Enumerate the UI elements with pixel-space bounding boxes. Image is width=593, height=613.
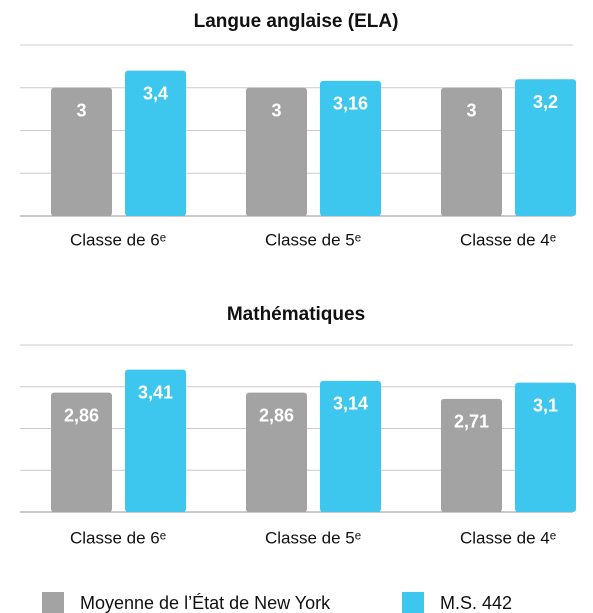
- data-label: 3,1: [533, 395, 558, 415]
- bar: [51, 392, 112, 512]
- data-label: 2,86: [64, 405, 99, 425]
- legend-label: M.S. 442: [440, 593, 512, 613]
- data-label: 3: [76, 101, 86, 121]
- bar: [246, 87, 307, 216]
- bar: [51, 87, 112, 216]
- x-tick-label: Classe de 4ᵉ: [460, 230, 556, 249]
- data-label: 2,71: [454, 412, 489, 432]
- data-label: 3: [466, 101, 476, 121]
- bar: [320, 80, 381, 216]
- chart-title: Mathématiques: [227, 304, 365, 325]
- data-label: 3,14: [333, 394, 368, 414]
- x-tick-label: Classe de 6ᵉ: [70, 230, 166, 249]
- x-tick-label: Classe de 6ᵉ: [70, 528, 166, 547]
- x-tick-label: Classe de 4ᵉ: [460, 528, 556, 547]
- chart-title: Langue anglaise (ELA): [194, 11, 399, 32]
- bar: [441, 87, 502, 216]
- bar: [515, 79, 576, 216]
- x-tick-label: Classe de 5ᵉ: [265, 528, 361, 547]
- x-tick-label: Classe de 5ᵉ: [265, 230, 361, 249]
- data-label: 2,86: [259, 405, 294, 425]
- bar: [246, 392, 307, 512]
- legend-swatch: [42, 592, 64, 613]
- bar: [320, 380, 381, 512]
- data-label: 3,4: [143, 83, 168, 103]
- legend-label: Moyenne de l’État de New York: [80, 593, 331, 613]
- bar: [125, 369, 186, 512]
- data-label: 3,2: [533, 92, 558, 112]
- bar: [441, 398, 502, 512]
- data-label: 3,16: [333, 94, 368, 114]
- legend-swatch: [402, 592, 424, 613]
- data-label: 3,41: [138, 382, 173, 402]
- data-label: 3: [271, 101, 281, 121]
- bar: [515, 382, 576, 512]
- bar: [125, 70, 186, 217]
